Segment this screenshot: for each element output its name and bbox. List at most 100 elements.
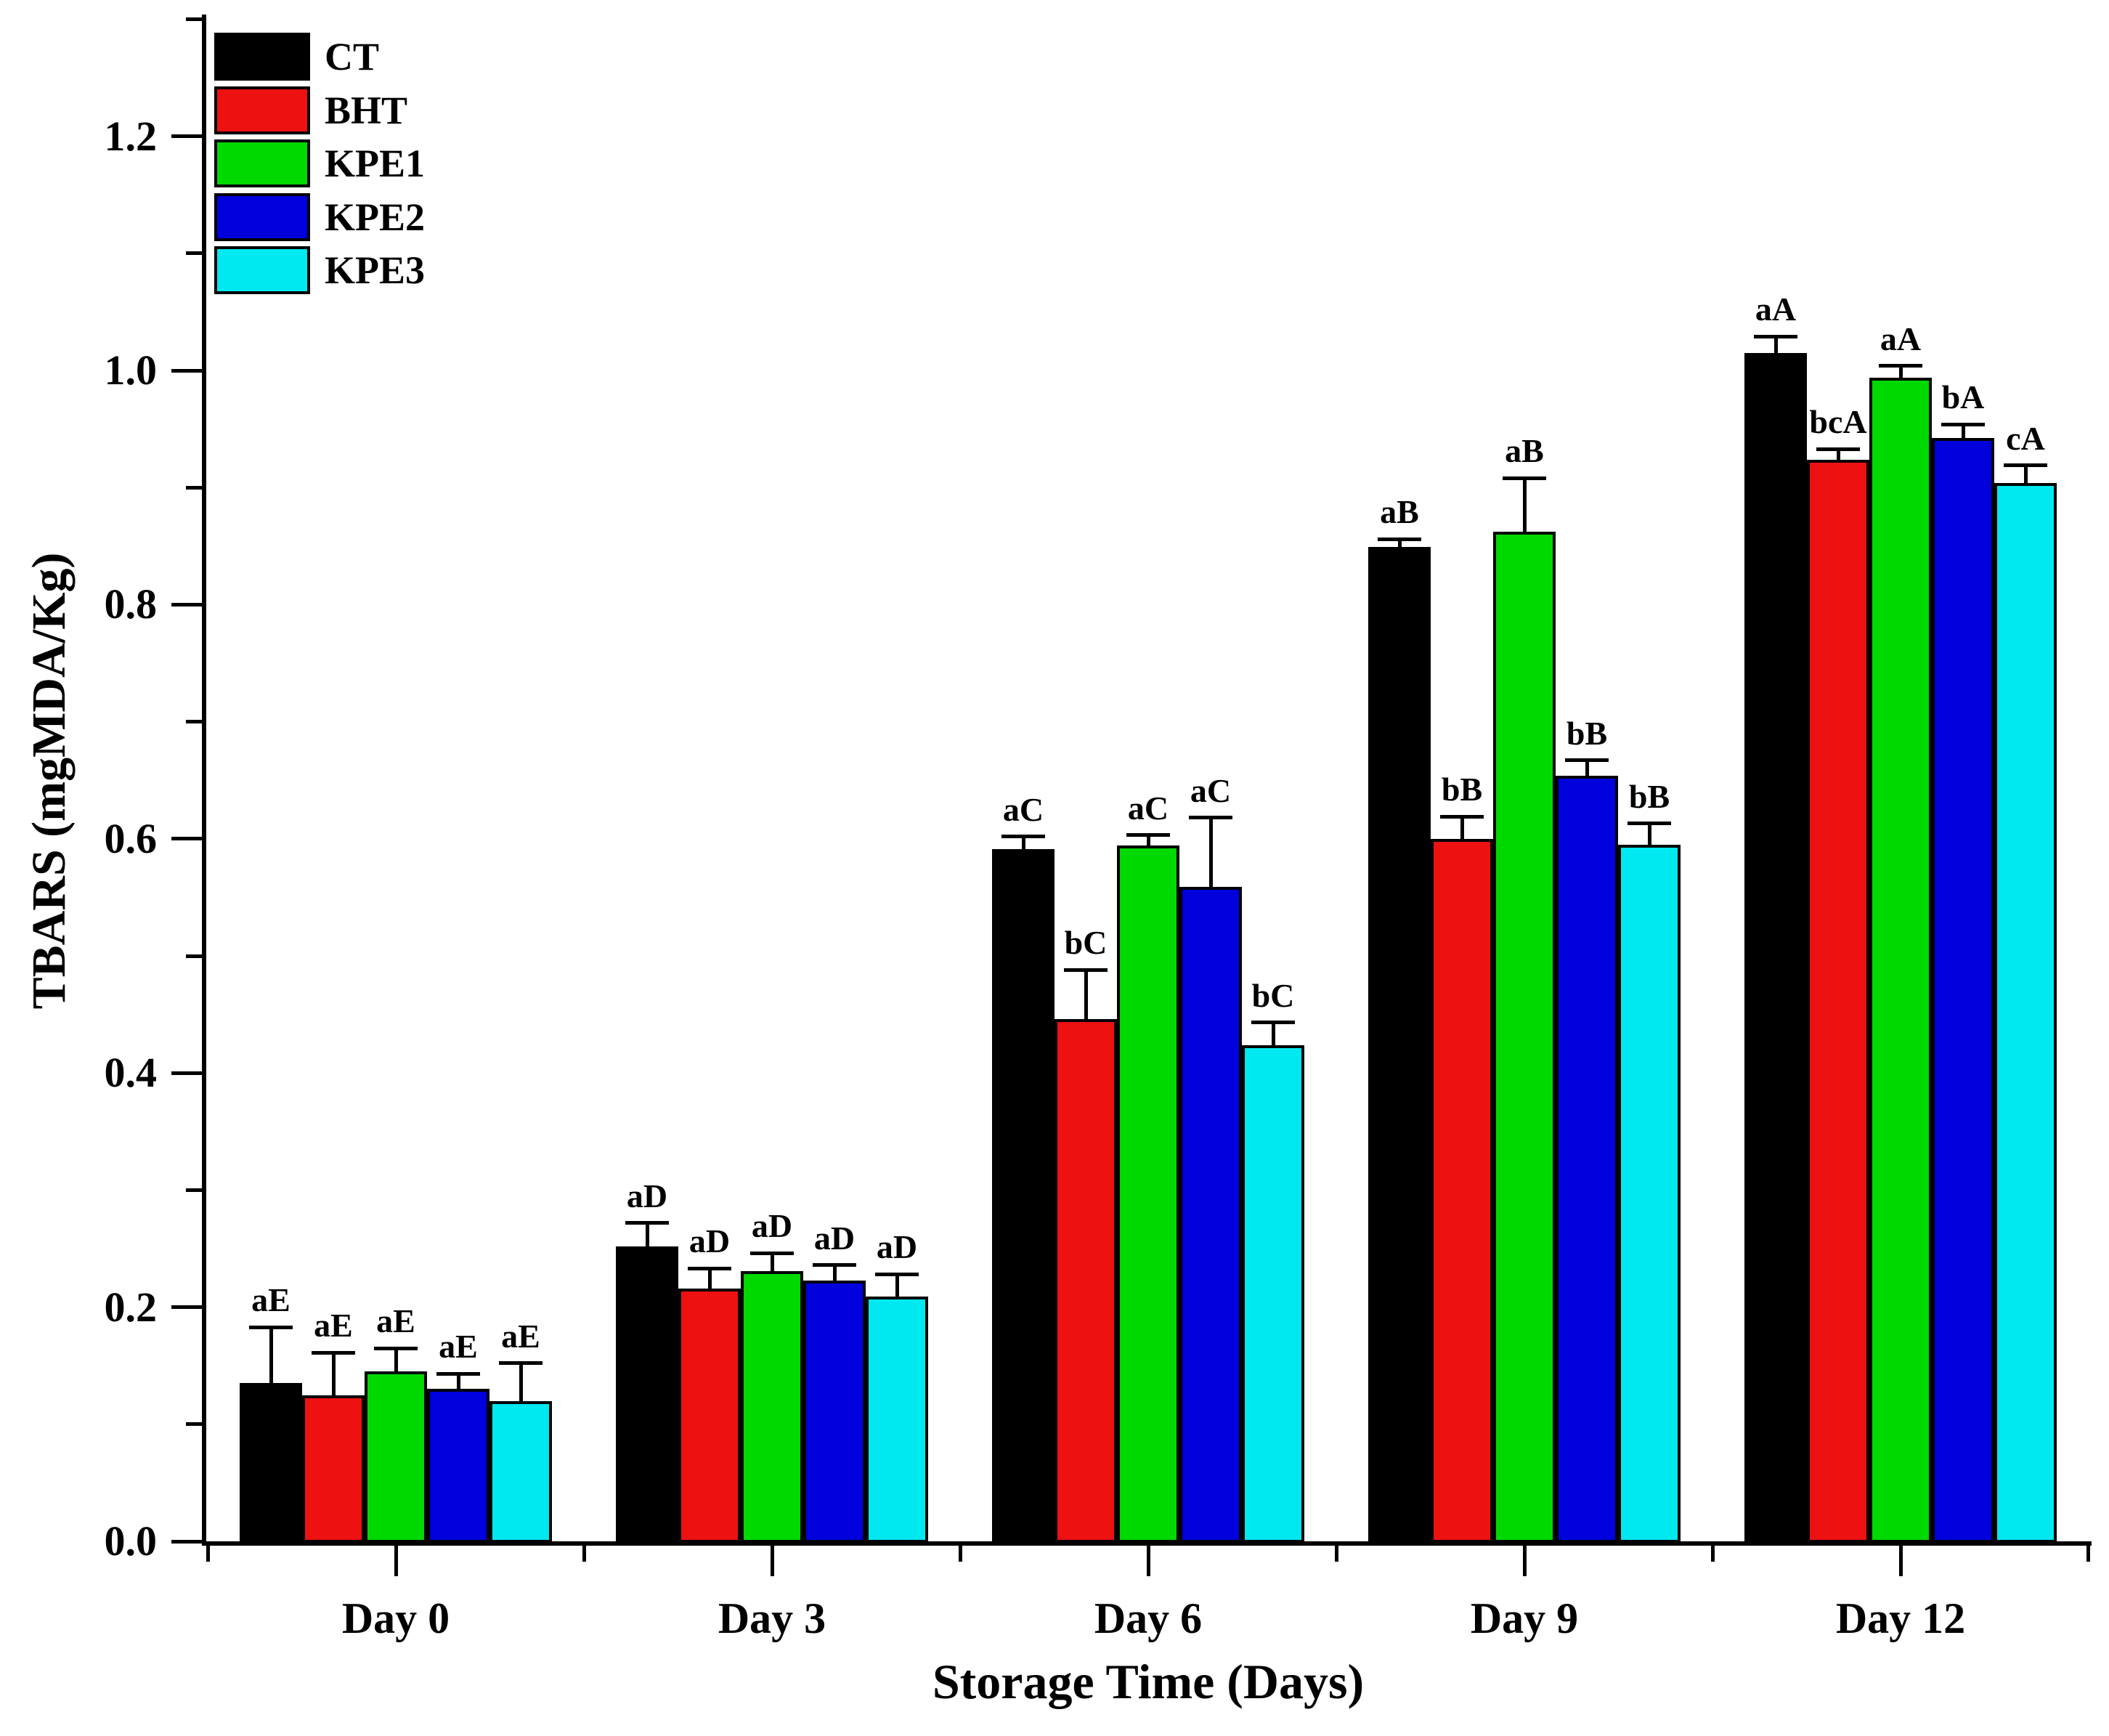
significance-label: bB	[1441, 771, 1483, 808]
error-bar-cap	[1816, 447, 1860, 451]
bar-KPE2-Day-6	[1179, 886, 1242, 1543]
legend-swatch-BHT	[214, 86, 310, 134]
y-minor-tick	[186, 1422, 202, 1427]
legend-label-KPE1: KPE1	[325, 142, 426, 185]
legend-label-KPE2: KPE2	[325, 195, 426, 239]
significance-label: aE	[251, 1281, 290, 1319]
bar-CT-Day-6	[992, 849, 1054, 1543]
y-tick-label: 0.6	[104, 814, 158, 862]
error-bar-cap	[249, 1325, 293, 1329]
error-bar-cap	[1628, 822, 1671, 826]
error-bar-stem	[1522, 478, 1527, 535]
y-major-tick	[171, 1539, 202, 1544]
x-axis-line	[202, 1541, 2092, 1546]
y-major-tick	[171, 1305, 202, 1310]
x-major-tick	[1898, 1546, 1903, 1576]
y-minor-tick	[186, 1188, 202, 1192]
bar-BHT-Day-6	[1054, 1019, 1117, 1543]
y-tick-label: 0.2	[104, 1283, 158, 1331]
legend-label-CT: CT	[325, 35, 380, 78]
x-tick-label: Day 6	[1094, 1594, 1203, 1642]
bar-CT-Day-0	[240, 1383, 302, 1543]
y-minor-tick	[186, 251, 202, 256]
error-bar-stem	[1397, 539, 1402, 551]
bar-CT-Day-12	[1744, 352, 1807, 1543]
error-bar-stem	[1961, 424, 1965, 442]
error-bar-stem	[770, 1253, 774, 1274]
error-bar-cap	[1503, 476, 1546, 480]
y-minor-tick	[186, 954, 202, 958]
x-major-tick	[1522, 1546, 1527, 1576]
significance-label: bC	[1064, 924, 1108, 962]
x-tick-label: Day 9	[1470, 1594, 1579, 1642]
legend-swatch-KPE2	[214, 192, 310, 241]
bar-KPE1-Day-0	[365, 1371, 427, 1543]
error-bar-stem	[1898, 365, 1903, 381]
bar-CT-Day-9	[1368, 547, 1431, 1543]
bar-KPE3-Day-0	[489, 1400, 552, 1543]
bar-KPE3-Day-9	[1618, 844, 1681, 1543]
error-bar-cap	[1251, 1021, 1295, 1025]
x-minor-tick	[958, 1546, 962, 1562]
legend-label-BHT: BHT	[325, 88, 408, 132]
y-major-tick	[171, 1071, 202, 1075]
y-tick-label: 0.4	[104, 1049, 158, 1097]
error-bar-cap	[499, 1361, 543, 1366]
error-bar-cap	[625, 1221, 669, 1225]
error-bar-cap	[1001, 835, 1045, 839]
significance-label: aD	[813, 1219, 856, 1257]
x-minor-tick	[2086, 1546, 2090, 1562]
error-bar-cap	[1440, 814, 1484, 819]
bar-BHT-Day-0	[302, 1395, 365, 1543]
error-bar-stem	[456, 1374, 460, 1392]
error-bar-cap	[1565, 758, 1609, 763]
bar-KPE3-Day-12	[1994, 482, 2057, 1543]
error-bar-cap	[2004, 463, 2047, 468]
bar-BHT-Day-3	[678, 1288, 741, 1543]
significance-label: aD	[876, 1228, 918, 1266]
bar-CT-Day-3	[616, 1246, 678, 1543]
error-bar-cap	[1189, 816, 1232, 820]
significance-label: aD	[688, 1222, 731, 1260]
significance-label: aC	[1127, 789, 1169, 827]
error-bar-stem	[2023, 465, 2028, 486]
x-tick-label: Day 3	[718, 1594, 826, 1642]
y-major-tick	[171, 837, 202, 841]
error-bar-cap	[1064, 968, 1108, 972]
significance-label: bB	[1566, 714, 1608, 752]
significance-label: cA	[2006, 419, 2045, 457]
x-axis-title: Storage Time (Days)	[932, 1654, 1365, 1709]
error-bar-stem	[1084, 970, 1088, 1023]
y-tick-label: 1.0	[104, 346, 158, 394]
y-tick-label: 0.8	[104, 580, 158, 628]
legend-swatch-KPE1	[214, 139, 310, 187]
y-tick-label: 1.2	[104, 112, 158, 160]
significance-label: aB	[1505, 432, 1544, 470]
error-bar-cap	[374, 1346, 418, 1350]
error-bar-cap	[312, 1350, 355, 1355]
error-bar-stem	[1208, 817, 1213, 890]
significance-label: aC	[1190, 771, 1232, 809]
error-bar-stem	[269, 1327, 273, 1387]
significance-label: aC	[1002, 790, 1044, 828]
bar-KPE1-Day-12	[1869, 377, 1932, 1543]
bar-KPE2-Day-3	[803, 1280, 866, 1543]
significance-label: aE	[439, 1328, 478, 1366]
bar-KPE1-Day-9	[1493, 532, 1556, 1543]
significance-label: bC	[1251, 976, 1295, 1014]
error-bar-stem	[707, 1268, 712, 1291]
error-bar-stem	[1021, 836, 1025, 853]
error-bar-cap	[1879, 364, 1922, 368]
bar-KPE1-Day-3	[741, 1270, 803, 1543]
y-major-tick	[171, 602, 202, 607]
error-bar-stem	[1836, 449, 1840, 463]
bar-KPE2-Day-12	[1932, 438, 1994, 1543]
y-axis-line	[202, 15, 206, 1546]
bar-BHT-Day-12	[1807, 459, 1869, 1543]
significance-label: aD	[751, 1207, 793, 1245]
error-bar-cap	[750, 1251, 794, 1255]
significance-label: aE	[314, 1307, 353, 1344]
y-tick-label: 0.0	[104, 1517, 158, 1565]
error-bar-stem	[895, 1274, 899, 1300]
legend-swatch-KPE3	[214, 246, 310, 294]
